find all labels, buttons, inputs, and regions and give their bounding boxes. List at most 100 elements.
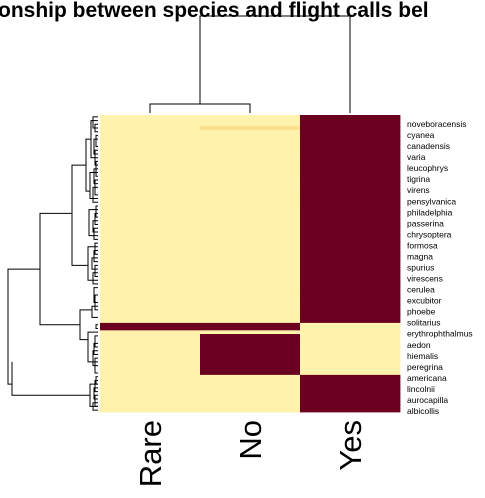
heatmap-cell — [300, 378, 401, 383]
heatmap-cell — [200, 189, 301, 194]
heatmap-cell — [300, 274, 401, 279]
heatmap-cell — [300, 133, 401, 138]
heatmap-cell — [300, 374, 401, 379]
heatmap-cell — [100, 348, 201, 353]
dendrogram-branch — [92, 272, 98, 285]
heatmap-cell — [200, 178, 301, 183]
heatmap-cell — [200, 404, 301, 409]
heatmap-cell — [300, 126, 401, 131]
heatmap-cell — [100, 300, 201, 305]
heatmap-cell — [300, 178, 401, 183]
heatmap-cell — [300, 315, 401, 320]
heatmap-cell — [200, 252, 301, 257]
heatmap-cell — [200, 322, 301, 328]
heatmap-cell — [300, 155, 401, 160]
heatmap-cell — [100, 237, 201, 242]
heatmap-cell — [200, 215, 301, 220]
heatmap-cell — [300, 159, 401, 164]
heatmap-cell — [200, 129, 301, 134]
row-label: phoebe — [407, 307, 436, 317]
row-label: aedon — [407, 340, 431, 350]
heatmap-cell — [300, 252, 401, 257]
heatmap-cell — [300, 404, 401, 409]
heatmap-cell — [300, 308, 401, 313]
heatmap-cell — [300, 345, 401, 350]
heatmap-cell — [300, 348, 401, 353]
heatmap-cell — [300, 185, 401, 190]
heatmap-cell — [100, 363, 201, 368]
heatmap-cell — [200, 360, 301, 365]
heatmap-cell — [200, 163, 301, 168]
dendrogram-branch — [93, 287, 98, 303]
heatmap-cell — [100, 400, 201, 405]
row-label: formosa — [407, 240, 438, 250]
heatmap-cell — [200, 241, 301, 246]
heatmap-cell — [300, 270, 401, 276]
row-labels: noveboracensiscyaneacanadensisvarialeuco… — [407, 119, 473, 416]
heatmap-cell — [200, 155, 301, 160]
heatmap-cell — [300, 263, 401, 268]
heatmap-cell — [300, 363, 401, 368]
heatmap-cell — [200, 330, 301, 335]
heatmap-cell — [100, 241, 201, 246]
heatmap-cell — [200, 226, 301, 231]
heatmap-cell — [100, 404, 201, 409]
heatmap-cell — [300, 352, 401, 357]
heatmap-cell — [300, 393, 401, 398]
dendrogram-branch — [39, 212, 80, 326]
heatmap-cell — [200, 222, 301, 227]
heatmap-cell — [200, 140, 301, 146]
heatmap-cell — [300, 166, 401, 172]
heatmap-cell — [200, 285, 301, 290]
heatmap-cell — [100, 408, 201, 413]
heatmap-cell — [200, 207, 301, 212]
heatmap-cell — [200, 248, 301, 253]
heatmap-cell — [300, 389, 401, 394]
row-label: americana — [407, 373, 447, 383]
heatmap-cell — [200, 304, 301, 309]
heatmap-cell — [300, 386, 401, 391]
dendrogram-branch — [93, 227, 98, 240]
heatmap-cell — [100, 174, 201, 179]
heatmap-cell — [100, 148, 201, 153]
heatmap-cell — [300, 337, 401, 342]
dendrogram-branch — [94, 379, 98, 393]
heatmap-cell — [300, 137, 401, 142]
heatmap-cell — [300, 259, 401, 264]
heatmap-cell — [100, 360, 201, 365]
heatmap-cell — [100, 371, 201, 376]
heatmap-cell — [300, 215, 401, 220]
dendrogram-branch — [93, 168, 98, 185]
dendrogram-branch — [95, 205, 98, 218]
heatmap-cell — [200, 363, 301, 368]
dendrogram-branch — [91, 305, 98, 318]
dendrogram-branch — [94, 357, 98, 374]
heatmap-cell — [300, 408, 401, 413]
heatmap-cell — [100, 140, 201, 146]
heatmap-cell — [300, 233, 401, 238]
heatmap-cell — [100, 282, 201, 287]
heatmap-cell — [200, 137, 301, 142]
heatmap-cell — [200, 400, 301, 405]
heatmap-cell — [300, 356, 401, 361]
dendrogram-branch — [87, 246, 98, 281]
heatmap-cell — [200, 118, 301, 123]
heatmap-cell — [100, 270, 201, 276]
heatmap-cell — [300, 326, 401, 331]
heatmap-cell — [100, 248, 201, 253]
heatmap-cell — [100, 226, 201, 231]
heatmap-cell — [200, 211, 301, 216]
heatmap-cell — [300, 244, 401, 250]
dendrogram-branch — [93, 138, 98, 155]
heatmap-cell — [200, 337, 301, 342]
heatmap-cell — [300, 311, 401, 316]
heatmap-cell — [100, 304, 201, 309]
heatmap-cell — [100, 133, 201, 138]
heatmap-cell — [100, 274, 201, 279]
heatmap-cell — [100, 289, 201, 294]
heatmap-cell — [100, 252, 201, 257]
heatmap-cell — [300, 207, 401, 212]
heatmap-cell — [100, 356, 201, 361]
heatmap-cell — [200, 174, 301, 179]
